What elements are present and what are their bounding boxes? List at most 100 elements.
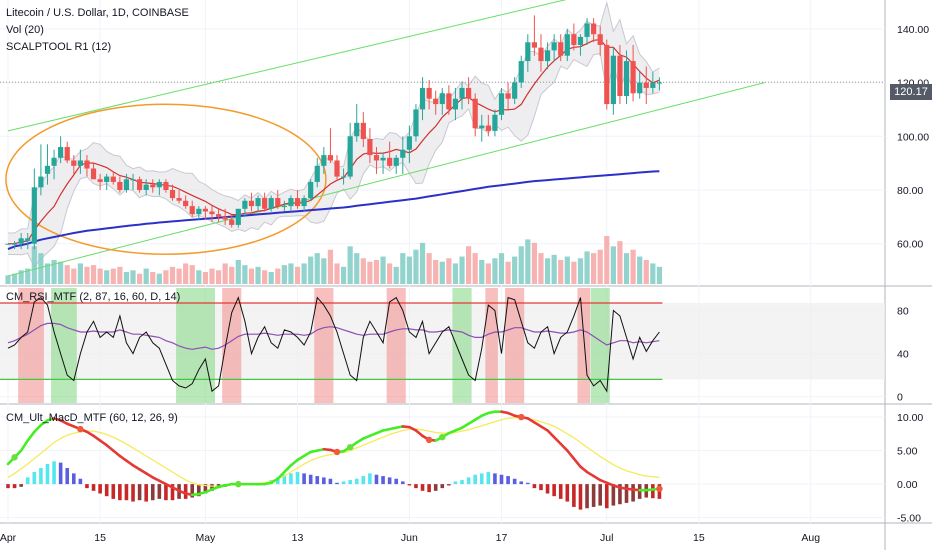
macd-line-segment bbox=[579, 465, 589, 474]
volume-bar bbox=[413, 249, 419, 284]
price-tick-label: 140.00 bbox=[897, 24, 929, 36]
macd-histogram-bar bbox=[637, 484, 642, 499]
macd-line-segment bbox=[546, 429, 556, 439]
volume-bar bbox=[189, 265, 195, 284]
volume-bar bbox=[452, 263, 459, 284]
candle-body bbox=[281, 206, 287, 208]
time-tick-label: Aug bbox=[801, 532, 820, 544]
volume-bar bbox=[110, 268, 116, 284]
macd-line-segment bbox=[125, 459, 135, 467]
candle-body bbox=[439, 93, 445, 105]
volume-bar bbox=[472, 253, 478, 284]
macd-cross-dot bbox=[656, 485, 663, 493]
volume-bar bbox=[321, 258, 327, 284]
macd-histogram-bar bbox=[341, 481, 346, 485]
volume-bar bbox=[439, 261, 445, 284]
volume-bar bbox=[84, 266, 90, 284]
candle-body bbox=[360, 122, 366, 139]
volume-bar bbox=[373, 260, 380, 284]
volume-bar bbox=[255, 266, 261, 284]
candle-body bbox=[176, 198, 182, 201]
time-tick-label: 15 bbox=[94, 532, 106, 544]
volume-bar bbox=[281, 265, 287, 284]
candle-body bbox=[130, 179, 136, 181]
volume-bar bbox=[347, 246, 353, 284]
volume-bar bbox=[90, 265, 97, 284]
candle-body bbox=[498, 93, 505, 115]
scalptool-legend[interactable]: SCALPTOOL R1 (12) bbox=[6, 41, 112, 53]
candle-body bbox=[137, 179, 143, 190]
rsi-range-fill bbox=[0, 302, 885, 380]
volume-bar bbox=[163, 270, 169, 284]
candle-body bbox=[143, 184, 149, 190]
candle-body bbox=[505, 93, 511, 99]
candle-body bbox=[380, 157, 386, 161]
candle-body bbox=[235, 208, 241, 225]
candle-body bbox=[314, 165, 320, 182]
volume-legend[interactable]: Vol (20) bbox=[6, 24, 44, 36]
candle-body bbox=[248, 200, 255, 207]
macd-tick-label: 0.00 bbox=[897, 479, 918, 491]
rsi-tick-label: 0 bbox=[897, 392, 903, 404]
volume-bar bbox=[275, 268, 281, 284]
macd-line-segment bbox=[289, 458, 299, 467]
candle-body bbox=[551, 42, 557, 51]
candle-body bbox=[525, 42, 531, 62]
time-tick-label: May bbox=[195, 532, 216, 544]
volume-bar bbox=[479, 260, 485, 284]
macd-histogram-bar bbox=[25, 477, 30, 485]
candle-body bbox=[433, 98, 439, 105]
macd-histogram-bar bbox=[631, 484, 635, 502]
volume-bar bbox=[531, 242, 537, 284]
candle-body bbox=[58, 147, 64, 158]
macd-histogram-bar bbox=[348, 480, 352, 485]
candle-body bbox=[5, 243, 11, 245]
macd-histogram-bar bbox=[52, 461, 56, 485]
macd-histogram-bar bbox=[512, 478, 517, 485]
rsi-legend[interactable]: CM_RSI_MTF (2, 87, 16, 60, D, 14) bbox=[6, 291, 181, 303]
volume-bar bbox=[242, 265, 248, 284]
volume-bar bbox=[117, 266, 123, 284]
candle-body bbox=[459, 87, 465, 99]
macd-histogram-bar bbox=[651, 484, 655, 499]
macd-histogram-bar bbox=[335, 482, 339, 485]
candle-body bbox=[321, 155, 327, 166]
rsi-overbought-band bbox=[577, 288, 591, 403]
macd-legend[interactable]: CM_Ult_MacD_MTF (60, 12, 26, 9) bbox=[6, 412, 178, 424]
volume-bar bbox=[183, 263, 189, 284]
volume-bar bbox=[248, 268, 255, 284]
macd-histogram-bar bbox=[322, 477, 326, 485]
candle-body bbox=[591, 23, 597, 35]
volume-bar bbox=[433, 260, 439, 284]
candle-body bbox=[340, 176, 347, 178]
volume-bar bbox=[512, 256, 518, 284]
candle-body bbox=[301, 198, 307, 207]
candle-body bbox=[617, 55, 623, 96]
candle-body bbox=[209, 211, 215, 215]
candle-body bbox=[630, 61, 636, 94]
volume-bar bbox=[58, 261, 64, 284]
candle-body bbox=[38, 176, 44, 188]
highlight-ellipse bbox=[5, 103, 327, 256]
macd-line-segment bbox=[283, 464, 293, 474]
volume-bar bbox=[38, 253, 44, 284]
candle-body bbox=[90, 168, 97, 180]
macd-histogram-bar bbox=[190, 484, 195, 498]
chart-title[interactable]: Litecoin / U.S. Dollar, 1D, COINBASE bbox=[6, 7, 189, 19]
macd-histogram-bar bbox=[414, 484, 418, 489]
candle-body bbox=[222, 216, 228, 220]
time-tick-label: Apr bbox=[0, 532, 17, 544]
macd-line-segment bbox=[565, 449, 576, 460]
macd-histogram-bar bbox=[164, 484, 168, 501]
macd-line-segment bbox=[33, 423, 43, 434]
candle-body bbox=[518, 61, 524, 83]
candle-body bbox=[150, 184, 156, 188]
candle-body bbox=[84, 160, 90, 169]
macd-line-segment bbox=[98, 439, 108, 447]
macd-line-segment bbox=[414, 429, 424, 438]
volume-bar bbox=[406, 256, 412, 284]
candle-body bbox=[255, 198, 261, 207]
macd-line-segment bbox=[118, 454, 128, 462]
candle-body bbox=[604, 44, 610, 105]
price-tick-label: 100.00 bbox=[897, 131, 929, 143]
